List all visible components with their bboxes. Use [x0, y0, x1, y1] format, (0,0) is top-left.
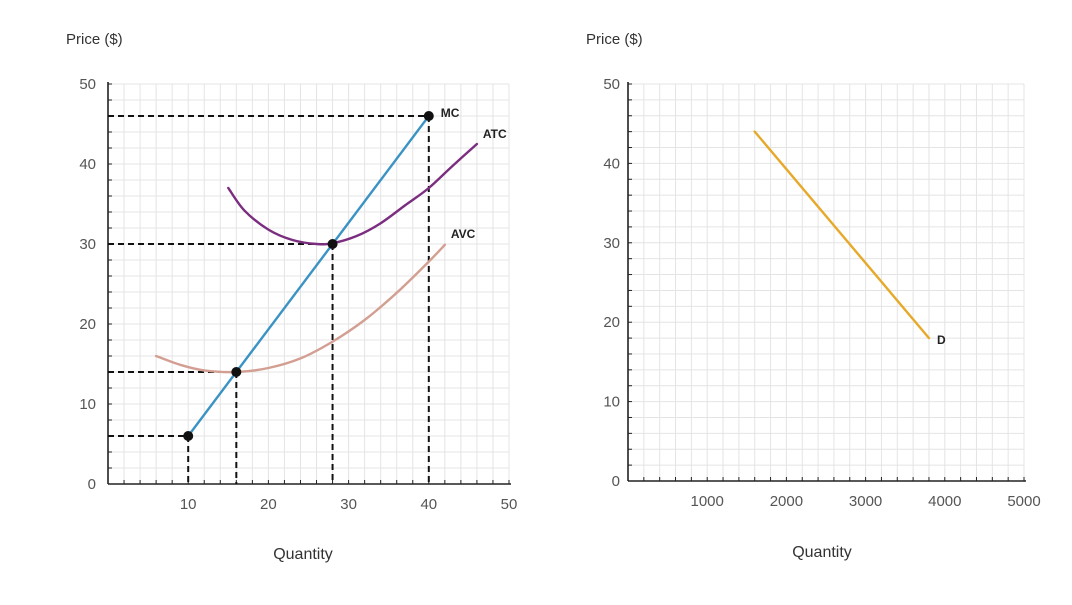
- data-point-marker: [231, 367, 242, 377]
- d-curve: [753, 130, 931, 340]
- x-tick-label: 40: [420, 496, 437, 513]
- avc-label: AVC: [451, 227, 476, 241]
- y-tick-label: 30: [79, 236, 96, 253]
- data-point-marker: [183, 431, 194, 441]
- x-tick-label: 1000: [691, 493, 724, 510]
- y-tick-label: 20: [603, 314, 620, 331]
- y-tick-label: 50: [603, 76, 620, 93]
- right-xlabel: Quantity: [792, 544, 852, 561]
- y-tick-label: 50: [79, 76, 96, 93]
- y-tick-label: 0: [612, 473, 620, 490]
- x-tick-label: 30: [340, 496, 357, 513]
- y-tick-label: 40: [603, 155, 620, 172]
- x-tick-label: 50: [501, 496, 518, 513]
- x-tick-label: 4000: [928, 493, 961, 510]
- x-tick-label: 3000: [849, 493, 882, 510]
- mc-curve: [187, 114, 430, 438]
- atc-label: ATC: [483, 127, 507, 141]
- atc-curve: [227, 142, 479, 246]
- x-tick-label: 5000: [1007, 493, 1040, 510]
- mc-label: MC: [441, 106, 460, 120]
- x-tick-label: 20: [260, 496, 277, 513]
- avc-curve: [154, 243, 446, 374]
- y-tick-label: 30: [603, 235, 620, 252]
- data-point-marker: [423, 111, 434, 121]
- y-tick-label: 10: [79, 396, 96, 413]
- left-xlabel: Quantity: [273, 546, 333, 563]
- right-ylabel: Price ($): [586, 31, 643, 48]
- y-tick-label: 0: [88, 476, 96, 493]
- x-tick-label: 10: [180, 496, 197, 513]
- left-ylabel: Price ($): [66, 31, 123, 48]
- data-point-marker: [327, 239, 338, 249]
- y-tick-label: 10: [603, 394, 620, 411]
- x-tick-label: 2000: [770, 493, 803, 510]
- y-tick-label: 20: [79, 316, 96, 333]
- d-label: D: [937, 333, 946, 347]
- y-tick-label: 40: [79, 156, 96, 173]
